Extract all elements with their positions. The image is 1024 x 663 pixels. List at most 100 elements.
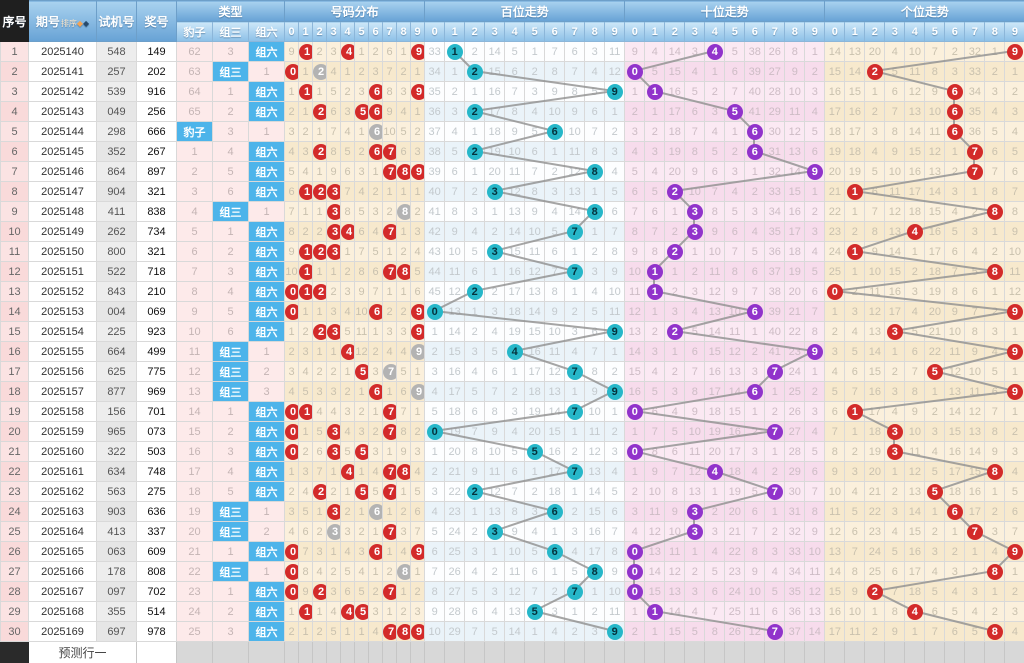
bai-cell: 13	[504, 201, 526, 222]
header-prize-number: 奖号	[136, 0, 177, 42]
shi-cell: 14	[704, 321, 726, 342]
shi-cell: 25	[724, 601, 746, 622]
bai-cell: 5	[524, 441, 546, 462]
ge-cell: 8	[984, 181, 1006, 202]
shi-cell: 2	[684, 261, 706, 282]
shi-cell: 6	[744, 261, 766, 282]
table-row: 27 2025166 178 808 22 组三 1 0 8 4 2 5 4 1 2 8 1 7 26 4 2 11 6 1 5…	[0, 561, 1024, 582]
ge-cell: 4	[904, 301, 926, 322]
sort-control[interactable]: 排序◆◆	[61, 19, 89, 28]
dist-cell: 2	[410, 581, 426, 602]
header-digit-ge-6: 6	[944, 21, 966, 42]
ge-cell: 3	[904, 281, 926, 302]
ge-cell: 7	[924, 621, 946, 642]
bai-cell: 14	[444, 321, 466, 342]
table-row: 26 2025165 063 609 21 1 组六 0 7 3 1 4 3 6 1 4 9 6 25 3 1 10 5 6 4…	[0, 541, 1024, 562]
dist-cell: 4	[340, 41, 356, 62]
cell-test-number: 664	[96, 341, 137, 362]
ge-cell: 10	[924, 101, 946, 122]
hit-circle-gray: 6	[369, 503, 382, 520]
ge-cell: 3	[884, 381, 906, 402]
sort-desc-icon[interactable]: ◆	[83, 18, 90, 28]
hit-circle-units: 8	[986, 463, 1003, 480]
cell-period: 2025150	[28, 241, 97, 262]
hit-circle-red: 7	[383, 223, 396, 240]
shi-cell: 33	[784, 541, 806, 562]
cell-prize-number: 202	[136, 61, 177, 82]
header-digit-bai-7: 7	[564, 21, 586, 42]
shi-cell: 12	[784, 121, 806, 142]
ge-cell: 19	[924, 281, 946, 302]
shi-cell: 26	[724, 621, 746, 642]
dist-cell: 5	[354, 361, 370, 382]
cell-test-number: 522	[96, 261, 137, 282]
cell-prize-number: 702	[136, 581, 177, 602]
bai-cell: 7	[524, 581, 546, 602]
bai-cell: 2	[464, 141, 486, 162]
hit-circle-units: 7	[966, 143, 983, 160]
ge-cell: 5	[884, 541, 906, 562]
ge-cell: 11	[924, 121, 946, 142]
dist-cell: 2	[354, 521, 370, 542]
bai-cell: 7	[564, 221, 586, 242]
header-period[interactable]: 期号排序◆◆	[28, 0, 97, 42]
ge-cell: 9	[884, 141, 906, 162]
ge-cell: 19	[844, 161, 866, 182]
bai-cell: 20	[524, 421, 546, 442]
hit-circle-tens: 4	[706, 463, 723, 480]
ge-cell: 10	[904, 41, 926, 62]
bai-cell: 7	[504, 81, 526, 102]
bai-cell: 40	[424, 181, 446, 202]
shi-cell: 4	[644, 41, 666, 62]
shi-cell: 34	[764, 201, 786, 222]
dist-cell: 1	[382, 601, 398, 622]
hit-circle-hundreds: 9	[606, 323, 623, 340]
header-digit-dist-4: 4	[340, 21, 356, 42]
hit-circle-tens: 0	[626, 583, 643, 600]
header-digit-dist-5: 5	[354, 21, 370, 42]
bai-cell: 8	[584, 141, 606, 162]
dist-cell: 6	[410, 501, 426, 522]
dist-cell: 6	[368, 121, 384, 142]
sort-asc-icon[interactable]: ◆	[76, 18, 83, 28]
ge-cell: 18	[904, 201, 926, 222]
ge-cell: 5	[984, 121, 1006, 142]
ge-cell: 4	[944, 581, 966, 602]
bai-cell: 13	[564, 181, 586, 202]
bai-cell: 24	[444, 521, 466, 542]
shi-cell: 6	[644, 201, 666, 222]
dist-cell: 0	[284, 401, 300, 422]
dist-cell: 1	[326, 261, 342, 282]
cell-test-number: 178	[96, 561, 137, 582]
header-digit-ge-3: 3	[884, 21, 906, 42]
dist-cell: 1	[284, 601, 300, 622]
bai-cell: 3	[504, 401, 526, 422]
table-row: 2 2025141 257 202 63 组三 1 0 1 2 4 1 2 3 7 2 1 34 1 2 15 6 2 8 7 4…	[0, 61, 1024, 82]
shi-cell: 5	[724, 201, 746, 222]
header-digit-shi-2: 2	[664, 21, 686, 42]
dist-cell: 7	[382, 521, 398, 542]
dist-cell: 6	[368, 141, 384, 162]
shi-cell: 10	[624, 261, 646, 282]
cell-type-baozi: 22	[176, 561, 213, 582]
bai-cell: 1	[464, 81, 486, 102]
dist-cell: 6	[340, 581, 356, 602]
dist-cell: 3	[396, 81, 412, 102]
hit-circle-gray: 9	[411, 343, 424, 360]
ge-cell: 9	[964, 341, 986, 362]
dist-cell: 8	[326, 141, 342, 162]
hit-circle-units: 2	[866, 63, 883, 80]
dist-cell: 9	[410, 41, 426, 62]
hit-circle-hundreds: 7	[566, 223, 583, 240]
dist-cell: 5	[354, 481, 370, 502]
bai-cell: 7	[584, 121, 606, 142]
bai-cell: 3	[604, 441, 626, 462]
bai-cell: 4	[544, 621, 566, 642]
shi-cell: 5	[684, 321, 706, 342]
shi-cell: 12	[644, 521, 666, 542]
ge-cell: 9	[1004, 381, 1024, 402]
dist-cell: 6	[284, 181, 300, 202]
hit-circle-red: 0	[285, 583, 298, 600]
shi-cell: 22	[724, 541, 746, 562]
